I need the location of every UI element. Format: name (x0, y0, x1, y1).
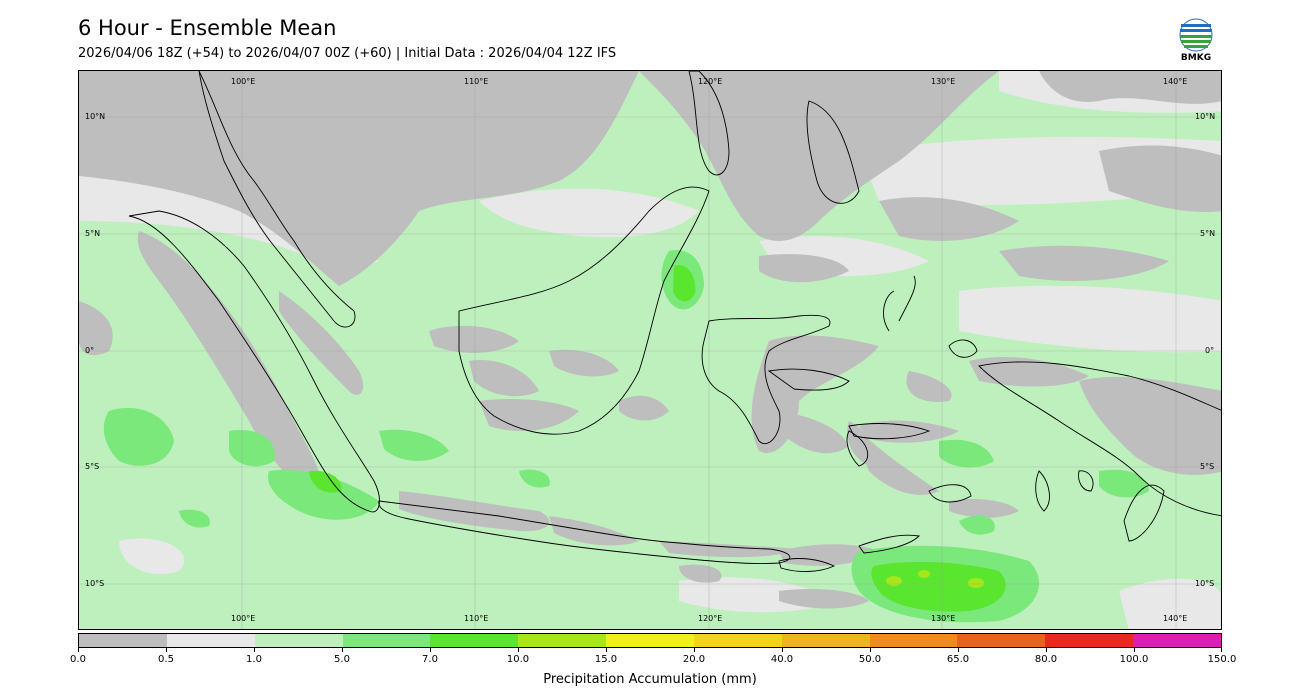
colorbar-segment-3 (342, 634, 431, 647)
colorbar-label: Precipitation Accumulation (mm) (543, 672, 757, 687)
lon-label-bottom-140: 140°E (1163, 614, 1188, 623)
logo-text: BMKG (1180, 53, 1212, 63)
lat-label-left-10n: 10°N (85, 112, 106, 121)
colorbar-segment-12 (1133, 634, 1221, 647)
lat-label-left-10s: 10°S (85, 579, 105, 588)
colorbar-tickmark-0 (78, 648, 79, 652)
lon-label-top-120: 120°E (698, 77, 723, 86)
colorbar-tickmark-3 (342, 648, 343, 652)
lon-label-top-140: 140°E (1163, 77, 1188, 86)
colorbar-segment-2 (254, 634, 343, 647)
precip-grey (79, 71, 1221, 609)
colorbar-tickmark-1 (166, 648, 167, 652)
bmkg-logo-icon (1179, 18, 1213, 52)
colorbar-segment-9 (869, 634, 958, 647)
colorbar-tickmark-5 (518, 648, 519, 652)
colorbar-tick-label-3: 5.0 (334, 654, 350, 665)
colorbar-tickmark-13 (1221, 648, 1222, 652)
colorbar-tickmark-4 (430, 648, 431, 652)
colorbar-tickmark-12 (1134, 648, 1135, 652)
colorbar-tick-label-5: 10.0 (506, 654, 530, 665)
colorbar (78, 633, 1222, 648)
colorbar-tickmark-6 (606, 648, 607, 652)
colorbar-tick-label-7: 20.0 (682, 654, 706, 665)
lon-label-bottom-110: 110°E (464, 614, 489, 623)
colorbar-segment-7 (693, 634, 782, 647)
lon-label-top-100: 100°E (231, 77, 256, 86)
coastlines (128, 71, 1221, 572)
colorbar-tick-label-0: 0.0 (70, 654, 86, 665)
colorbar-tickmark-9 (870, 648, 871, 652)
colorbar-tick-label-1: 0.5 (158, 654, 174, 665)
colorbar-tick-label-6: 15.0 (594, 654, 618, 665)
colorbar-tickmark-10 (958, 648, 959, 652)
lon-label-top-130: 130°E (931, 77, 956, 86)
colorbar-segment-0 (79, 634, 167, 647)
colorbar-tickmark-7 (694, 648, 695, 652)
colorbar-tick-label-9: 50.0 (858, 654, 882, 665)
colorbar-tick-label-4: 7.0 (422, 654, 438, 665)
lat-label-left-5s: 5°S (85, 462, 100, 471)
lat-label-left-5n: 5°N (85, 229, 101, 238)
colorbar-tick-label-2: 1.0 (246, 654, 262, 665)
colorbar-segment-5 (518, 634, 607, 647)
colorbar-tickmark-8 (782, 648, 783, 652)
precip-bright-green (309, 265, 1006, 612)
lon-label-top-110: 110°E (464, 77, 489, 86)
lat-label-right-0: 0° (1205, 346, 1215, 355)
colorbar-tick-label-11: 80.0 (1034, 654, 1058, 665)
map-canvas (79, 71, 1221, 629)
colorbar-tick-label-8: 40.0 (770, 654, 794, 665)
lat-label-left-0: 0° (85, 346, 95, 355)
lat-label-right-10n: 10°N (1195, 112, 1216, 121)
colorbar-tick-label-10: 65.0 (946, 654, 970, 665)
lat-label-right-5n: 5°N (1200, 229, 1216, 238)
lon-label-bottom-120: 120°E (698, 614, 723, 623)
colorbar-tickmark-2 (254, 648, 255, 652)
lat-label-right-10s: 10°S (1195, 579, 1215, 588)
colorbar-tickmark-11 (1046, 648, 1047, 652)
colorbar-segment-4 (430, 634, 519, 647)
precipitation-map: 100°E 110°E 120°E 130°E 140°E 100°E 110°… (78, 70, 1222, 630)
colorbar-segment-1 (166, 634, 255, 647)
chart-subtitle: 2026/04/06 18Z (+54) to 2026/04/07 00Z (… (78, 46, 617, 61)
bmkg-logo: BMKG (1174, 18, 1218, 66)
lat-label-right-5s: 5°S (1200, 462, 1215, 471)
precip-yellow-green (886, 570, 984, 588)
colorbar-segment-10 (957, 634, 1046, 647)
colorbar-segment-11 (1045, 634, 1134, 647)
chart-title: 6 Hour - Ensemble Mean (78, 16, 337, 40)
colorbar-segment-6 (606, 634, 694, 647)
colorbar-tick-label-13: 150.0 (1207, 654, 1237, 665)
colorbar-segment-8 (781, 634, 870, 647)
colorbar-tick-label-12: 100.0 (1119, 654, 1149, 665)
graticule (79, 71, 1221, 629)
lon-label-bottom-130: 130°E (931, 614, 956, 623)
lon-label-bottom-100: 100°E (231, 614, 256, 623)
